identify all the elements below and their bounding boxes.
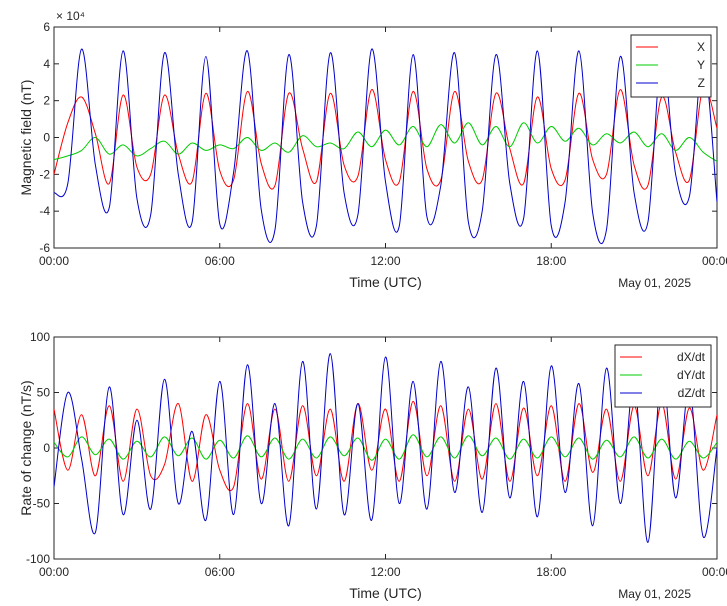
series-line-y xyxy=(54,122,717,162)
series-line-x xyxy=(54,86,717,190)
x-tick-label: 12:00 xyxy=(370,565,400,579)
x-tick-label: 06:00 xyxy=(205,254,235,268)
y-tick-label: 50 xyxy=(37,386,51,400)
x-tick-label: 18:00 xyxy=(536,565,566,579)
series-line-dz-dt xyxy=(54,353,717,543)
y-tick-label: -2 xyxy=(39,167,50,181)
legend-box xyxy=(630,34,712,98)
legend-label: dX/dt xyxy=(677,350,706,364)
x-tick-label: 00:00 xyxy=(39,254,69,268)
legend-label: dY/dt xyxy=(677,368,706,382)
x-tick-label: 12:00 xyxy=(370,254,400,268)
y-tick-label: 0 xyxy=(43,131,50,145)
y-tick-label: -100 xyxy=(26,552,50,566)
y-tick-label: -50 xyxy=(33,497,51,511)
legend-label: dZ/dt xyxy=(678,386,706,400)
legend-label: Z xyxy=(698,76,705,90)
x-tick-label: 00:00 xyxy=(39,565,69,579)
series-line-dy-dt xyxy=(54,434,717,461)
series-line-dx-dt xyxy=(54,400,717,492)
x-tick-label: 06:00 xyxy=(205,565,235,579)
y-axis-label: Rate of change (nT/s) xyxy=(18,380,34,515)
date-label: May 01, 2025 xyxy=(618,276,691,290)
plot-frame xyxy=(53,26,718,249)
plot-frame xyxy=(53,336,718,560)
y-tick-label: 2 xyxy=(43,94,50,108)
legend: dX/dt dY/dt dZ/dt xyxy=(614,344,712,408)
legend-box xyxy=(614,344,712,408)
y-tick-label: 0 xyxy=(43,441,50,455)
x-tick-label: 18:00 xyxy=(536,254,566,268)
series-group xyxy=(54,48,717,245)
legend-label: Y xyxy=(697,58,705,72)
x-axis-label: Time (UTC) xyxy=(349,585,422,601)
series-line-z xyxy=(54,48,717,245)
y-tick-label: 6 xyxy=(43,20,50,34)
series-group xyxy=(54,353,717,543)
y-axis-label: Magnetic field (nT) xyxy=(18,80,34,196)
y-tick-label: -4 xyxy=(39,204,50,218)
x-axis-label: Time (UTC) xyxy=(349,274,422,290)
legend: XYZ xyxy=(630,34,712,98)
x-tick-label: 00:00 xyxy=(702,565,727,579)
x-tick-label: 00:00 xyxy=(702,254,727,268)
y-tick-label: -6 xyxy=(39,241,50,255)
y-tick-label: 100 xyxy=(30,330,50,344)
y-exponent-label: × 10⁴ xyxy=(56,9,85,23)
y-tick-label: 4 xyxy=(43,57,50,71)
legend-label: X xyxy=(697,40,705,54)
date-label: May 01, 2025 xyxy=(618,587,691,601)
